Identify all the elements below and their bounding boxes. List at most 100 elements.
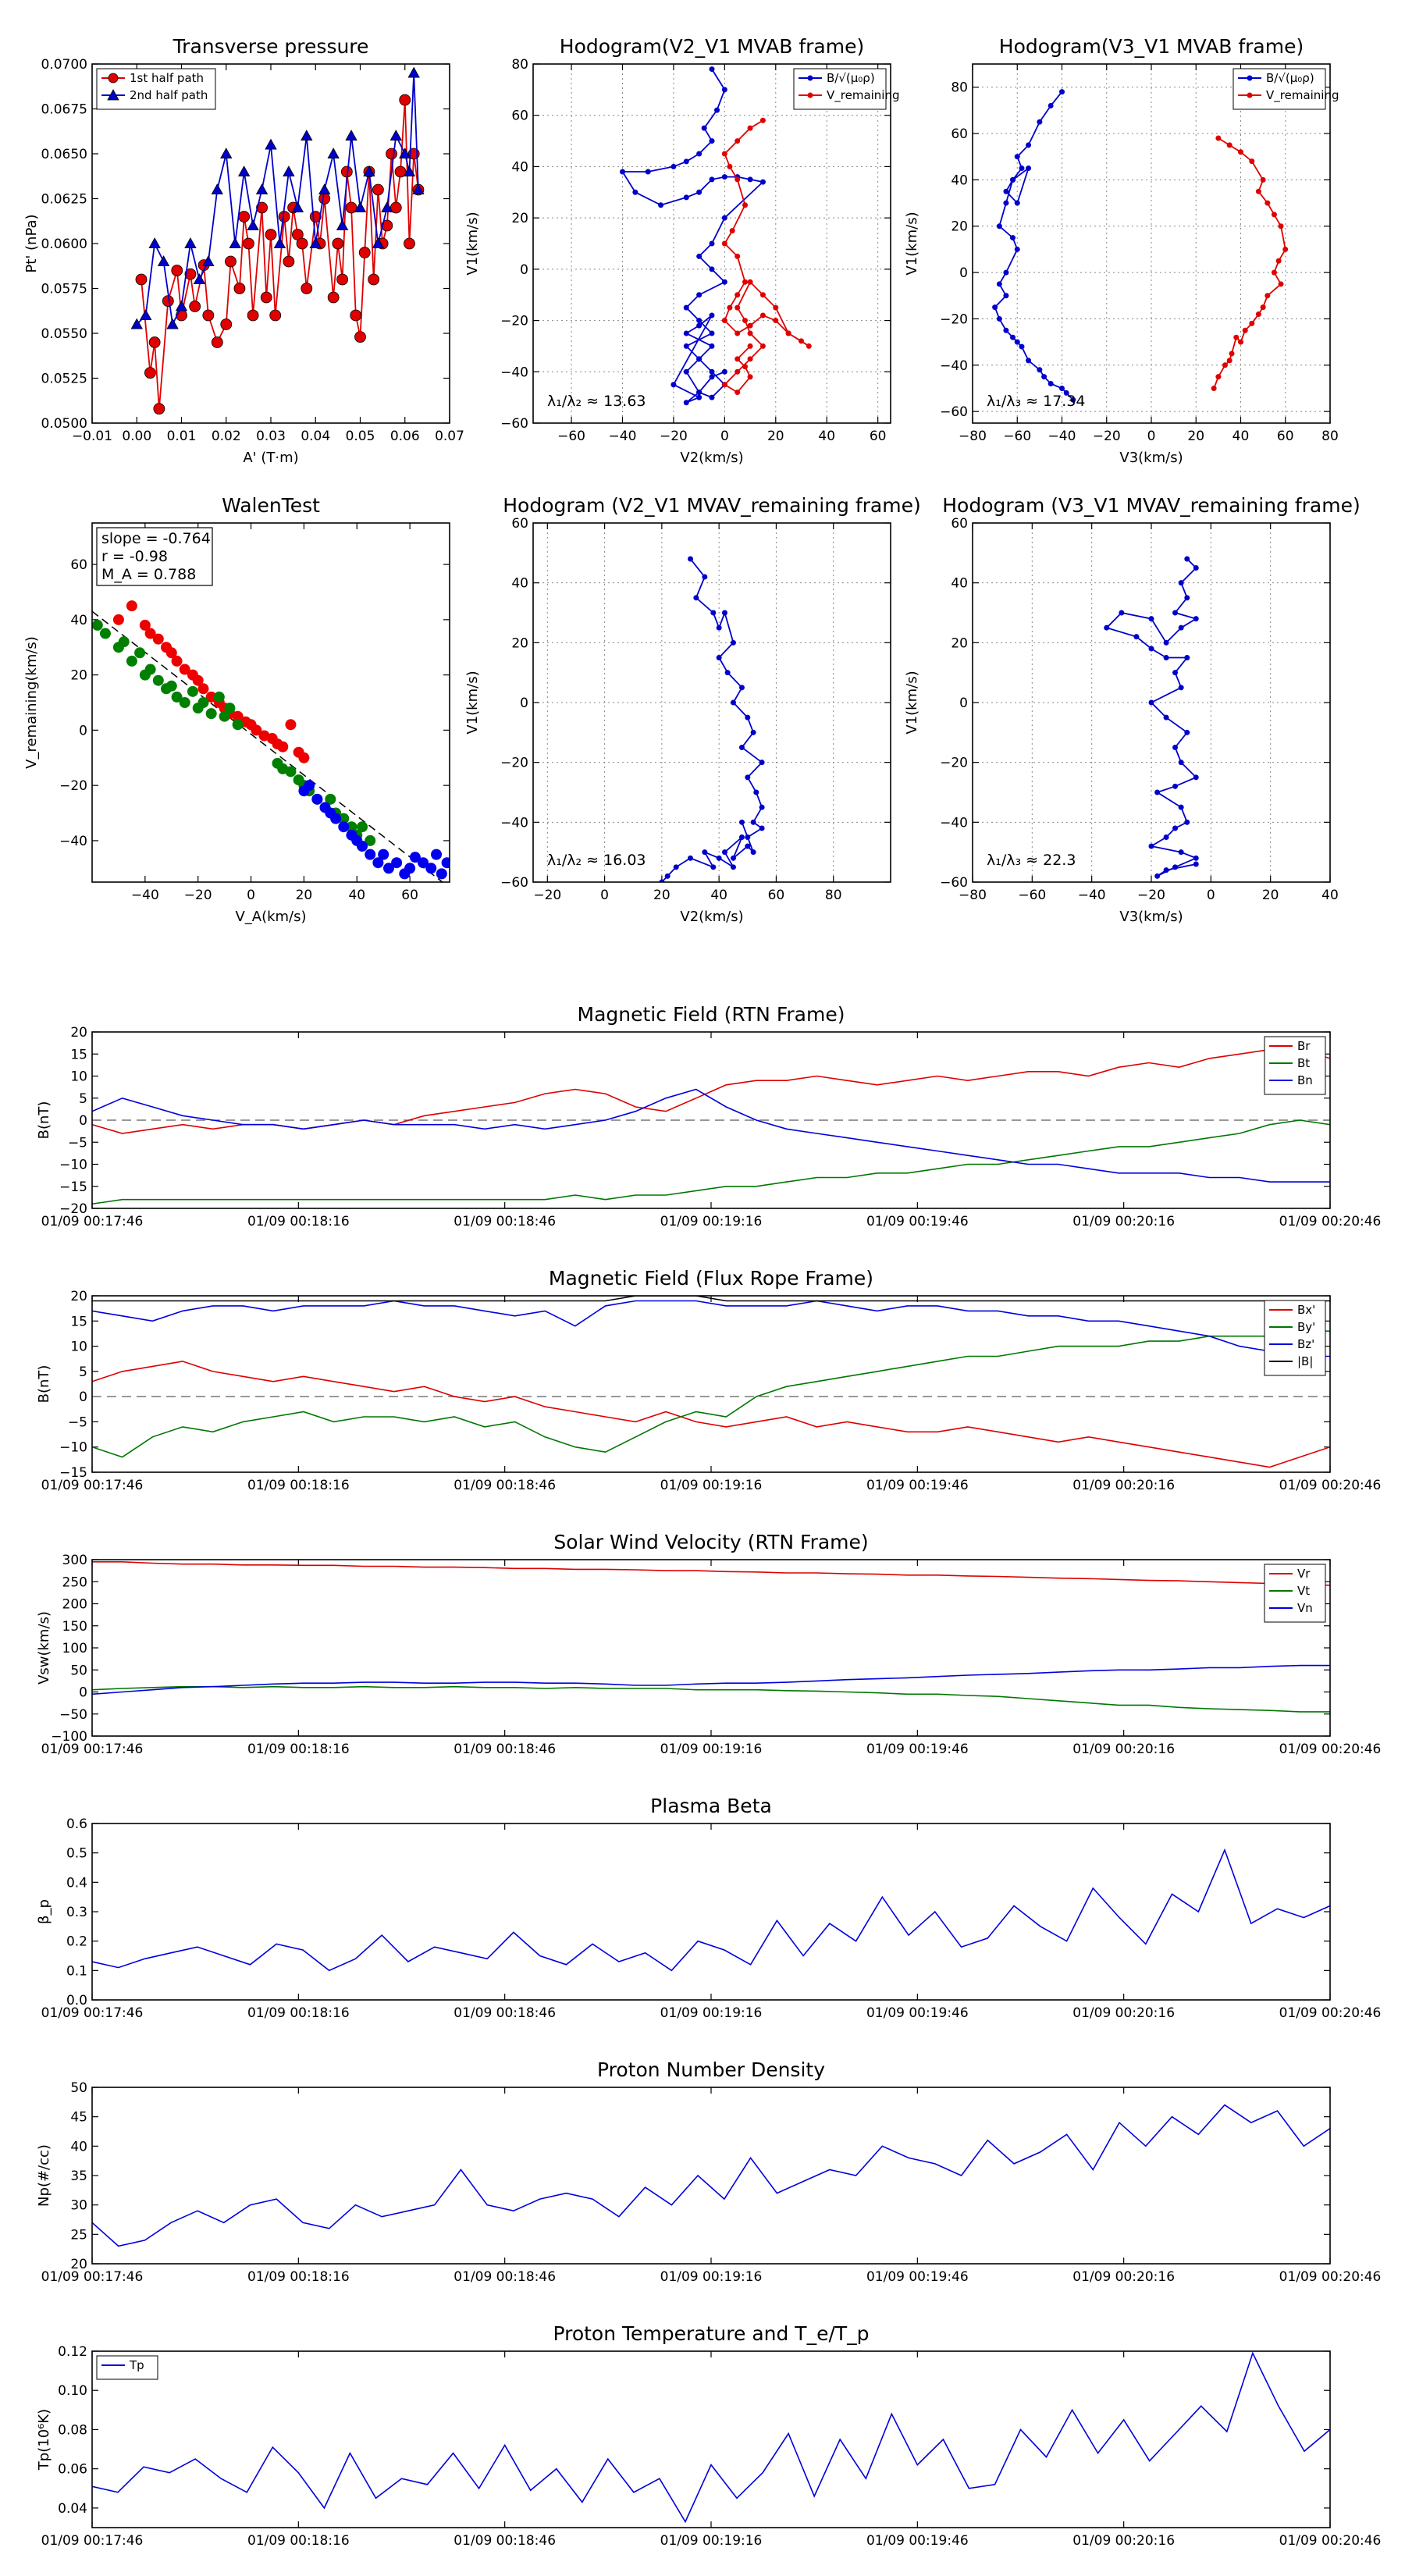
x-tick-label: 01/09 00:19:16 bbox=[660, 1478, 763, 1493]
y-tick-label: 20 bbox=[511, 635, 528, 651]
data-point bbox=[304, 780, 315, 792]
y-tick-label: −5 bbox=[68, 1414, 87, 1430]
data-point bbox=[747, 330, 753, 336]
data-point bbox=[283, 165, 295, 177]
series-bz--line bbox=[92, 1300, 1330, 1357]
data-point bbox=[153, 403, 165, 415]
x-tick-label: 01/09 00:19:16 bbox=[660, 1742, 763, 1757]
data-point bbox=[269, 309, 282, 322]
x-tick-label: 0 bbox=[1207, 888, 1215, 903]
data-point bbox=[714, 107, 720, 113]
data-point bbox=[721, 368, 727, 375]
data-point bbox=[112, 614, 124, 625]
x-tick-label: 80 bbox=[1321, 429, 1339, 444]
eigenvalue-ratio-annotation: λ₁/λ₃ ≈ 22.3 bbox=[987, 852, 1076, 869]
x-tick-label: 20 bbox=[767, 429, 784, 444]
data-point bbox=[730, 864, 736, 870]
data-point bbox=[750, 729, 756, 735]
y-tick-label: 0.0700 bbox=[41, 57, 87, 73]
data-point bbox=[716, 655, 722, 660]
plot-area bbox=[92, 1048, 1330, 1205]
y-tick-label: 45 bbox=[70, 2110, 87, 2126]
data-point bbox=[211, 183, 223, 195]
chart-title: Hodogram(V2_V1 MVAB frame) bbox=[560, 35, 864, 58]
data-point bbox=[1242, 327, 1248, 333]
data-point bbox=[759, 117, 766, 123]
data-point bbox=[683, 158, 689, 165]
y-tick-label: 0.04 bbox=[58, 2501, 87, 2517]
data-point bbox=[418, 857, 429, 869]
y-axis-label: V1(km/s) bbox=[464, 212, 481, 275]
y-tick-label: 200 bbox=[62, 1597, 87, 1613]
legend-label: Bn bbox=[1297, 1073, 1313, 1087]
data-point bbox=[696, 318, 702, 324]
data-point bbox=[721, 151, 727, 157]
data-point bbox=[773, 304, 779, 311]
x-tick-label: 01/09 00:18:46 bbox=[454, 1478, 556, 1493]
data-point bbox=[1154, 789, 1161, 795]
x-tick-label: 20 bbox=[1187, 429, 1204, 444]
data-point bbox=[404, 237, 415, 250]
data-point bbox=[735, 356, 741, 362]
data-point bbox=[197, 683, 209, 695]
plot-area bbox=[92, 2104, 1330, 2247]
data-point bbox=[1193, 616, 1199, 622]
data-point bbox=[1148, 646, 1154, 652]
legend-box bbox=[96, 2355, 158, 2380]
y-tick-label: 80 bbox=[511, 57, 528, 73]
x-axis-label: V3(km/s) bbox=[1119, 450, 1183, 466]
chart-title: Transverse pressure bbox=[173, 35, 369, 58]
series-b--line bbox=[994, 91, 1074, 400]
data-point bbox=[727, 304, 733, 311]
y-tick-label: 0.10 bbox=[58, 2383, 87, 2399]
data-point bbox=[750, 819, 756, 825]
data-point bbox=[683, 400, 689, 406]
y-tick-label: 50 bbox=[70, 1663, 87, 1678]
data-point bbox=[709, 330, 715, 336]
data-point bbox=[354, 331, 366, 343]
data-point bbox=[134, 647, 146, 659]
data-point bbox=[696, 151, 702, 157]
data-point bbox=[996, 281, 1002, 287]
data-point bbox=[735, 253, 741, 259]
data-point bbox=[232, 710, 244, 722]
eigenvalue-ratio-annotation: λ₁/λ₂ ≈ 16.03 bbox=[547, 852, 646, 869]
data-point bbox=[742, 318, 749, 324]
y-tick-label: −10 bbox=[59, 1158, 87, 1173]
data-point bbox=[670, 382, 677, 388]
data-point bbox=[219, 710, 230, 722]
y-tick-label: 20 bbox=[951, 635, 968, 651]
data-point bbox=[709, 343, 715, 349]
data-point bbox=[702, 574, 708, 580]
x-tick-label: 01/09 00:17:46 bbox=[41, 1742, 144, 1757]
panel-h2: Hodogram(V3_V1 MVAB frame) −60 −40 −20 0 20 40… bbox=[904, 35, 1339, 466]
legend-marker bbox=[1247, 92, 1253, 98]
x-tick-label: 80 bbox=[825, 888, 842, 903]
x-tick-label: 01/09 00:18:16 bbox=[247, 2533, 350, 2549]
data-point bbox=[738, 819, 745, 825]
panel-walen: WalenTest −40 −20 0 20 40 60 −40 −20 0 20 40 60 V_A(k… bbox=[23, 494, 450, 925]
series-1st-half-path-line bbox=[140, 99, 419, 409]
legend-marker bbox=[107, 89, 119, 101]
data-point bbox=[1133, 634, 1140, 640]
data-point bbox=[742, 279, 749, 285]
x-tick-label: 01/09 00:20:16 bbox=[1072, 1742, 1175, 1757]
y-tick-label: 0.0 bbox=[66, 1993, 87, 2008]
y-tick-label: 0.1 bbox=[66, 1963, 87, 1979]
data-point bbox=[99, 628, 111, 639]
panel-vsw: Solar Wind Velocity (RTN Frame) −100 −50 0 5… bbox=[36, 1531, 1381, 1757]
panel-h3: Hodogram (V2_V1 MVAV_remaining frame) −60… bbox=[464, 494, 921, 925]
y-tick-label: 0 bbox=[959, 696, 968, 711]
data-point bbox=[1148, 616, 1154, 622]
data-point bbox=[184, 268, 197, 280]
data-point bbox=[1260, 176, 1266, 183]
data-point bbox=[365, 849, 376, 860]
plot-frame bbox=[91, 1559, 1331, 1737]
data-point bbox=[237, 165, 251, 177]
x-tick-label: 0.03 bbox=[256, 429, 286, 444]
data-point bbox=[332, 237, 344, 250]
data-point bbox=[232, 719, 244, 731]
data-point bbox=[399, 94, 411, 106]
data-point bbox=[709, 368, 715, 375]
series-b--line bbox=[621, 69, 765, 404]
